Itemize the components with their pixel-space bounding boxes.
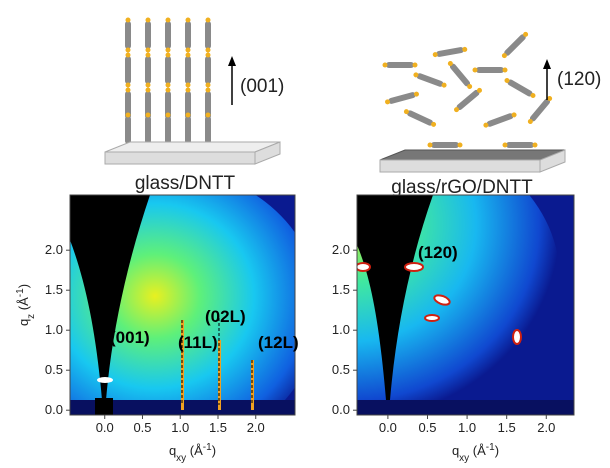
y-tick-label: 0.5 [332, 362, 350, 377]
direction-label: (120) [557, 69, 601, 90]
axis-label-part: (Å [469, 443, 486, 458]
annotation: (001) [110, 328, 150, 347]
axis-label-part: ) [16, 284, 31, 288]
caption: glass/DNTT [135, 173, 236, 194]
axis-label-part: (Å [186, 443, 203, 458]
axis-label-part: ) [495, 443, 499, 458]
axis-label: qxy (Å-1) [452, 442, 499, 464]
x-tick-label: 1.5 [209, 420, 227, 435]
annotation: (02L) [205, 307, 246, 326]
x-tick-label: 1.0 [171, 420, 189, 435]
axis-label-part: q [169, 443, 176, 458]
x-tick-label: 1.5 [498, 420, 516, 435]
schematic-left: (001) glass/DNTT [105, 18, 284, 195]
annotation: (11L) [178, 333, 218, 352]
x-tick-label: 0.0 [379, 420, 397, 435]
x-tick-label: 2.0 [247, 420, 265, 435]
y-tick-label: 0.5 [45, 362, 63, 377]
y-tick-label: 1.0 [45, 322, 63, 337]
arrowhead [543, 59, 551, 69]
y-tick-label: 2.0 [45, 242, 63, 257]
y-tick-label: 1.5 [332, 282, 350, 297]
y-tick-label: 1.0 [332, 322, 350, 337]
molecules [125, 18, 211, 148]
axis-label: qxy (Å-1) [169, 442, 216, 464]
arrowhead [228, 56, 236, 66]
direction-label: (001) [240, 76, 284, 97]
axis-label-part: q [16, 319, 31, 326]
diffraction-image [20, 170, 320, 450]
schematic-right: (120) glass/rGO/DNTT [380, 31, 601, 198]
axis-label-part: xy [176, 453, 186, 464]
axis-label: qz (Å-1) [15, 284, 37, 326]
x-tick-label: 0.5 [133, 420, 151, 435]
y-tick-label: 0.0 [332, 402, 350, 417]
x-tick-label: 1.0 [458, 420, 476, 435]
axis-label-part: xy [459, 453, 469, 464]
x-tick-label: 0.5 [418, 420, 436, 435]
molecules [383, 31, 554, 148]
x-tick-label: 2.0 [537, 420, 555, 435]
x-tick-label: 0.0 [96, 420, 114, 435]
axis-label-part: q [452, 443, 459, 458]
annotation: (120) [418, 243, 458, 262]
substrate [380, 150, 565, 160]
substrate [105, 142, 280, 152]
annotation: (12L) [258, 333, 299, 352]
y-tick-label: 0.0 [45, 402, 63, 417]
axis-label-part: (Å [16, 297, 31, 314]
axis-label-part: ) [212, 443, 216, 458]
y-tick-label: 1.5 [45, 282, 63, 297]
y-tick-label: 2.0 [332, 242, 350, 257]
figure: (001) glass/DNTT (120) glass/rGO/DNTT [0, 0, 610, 468]
